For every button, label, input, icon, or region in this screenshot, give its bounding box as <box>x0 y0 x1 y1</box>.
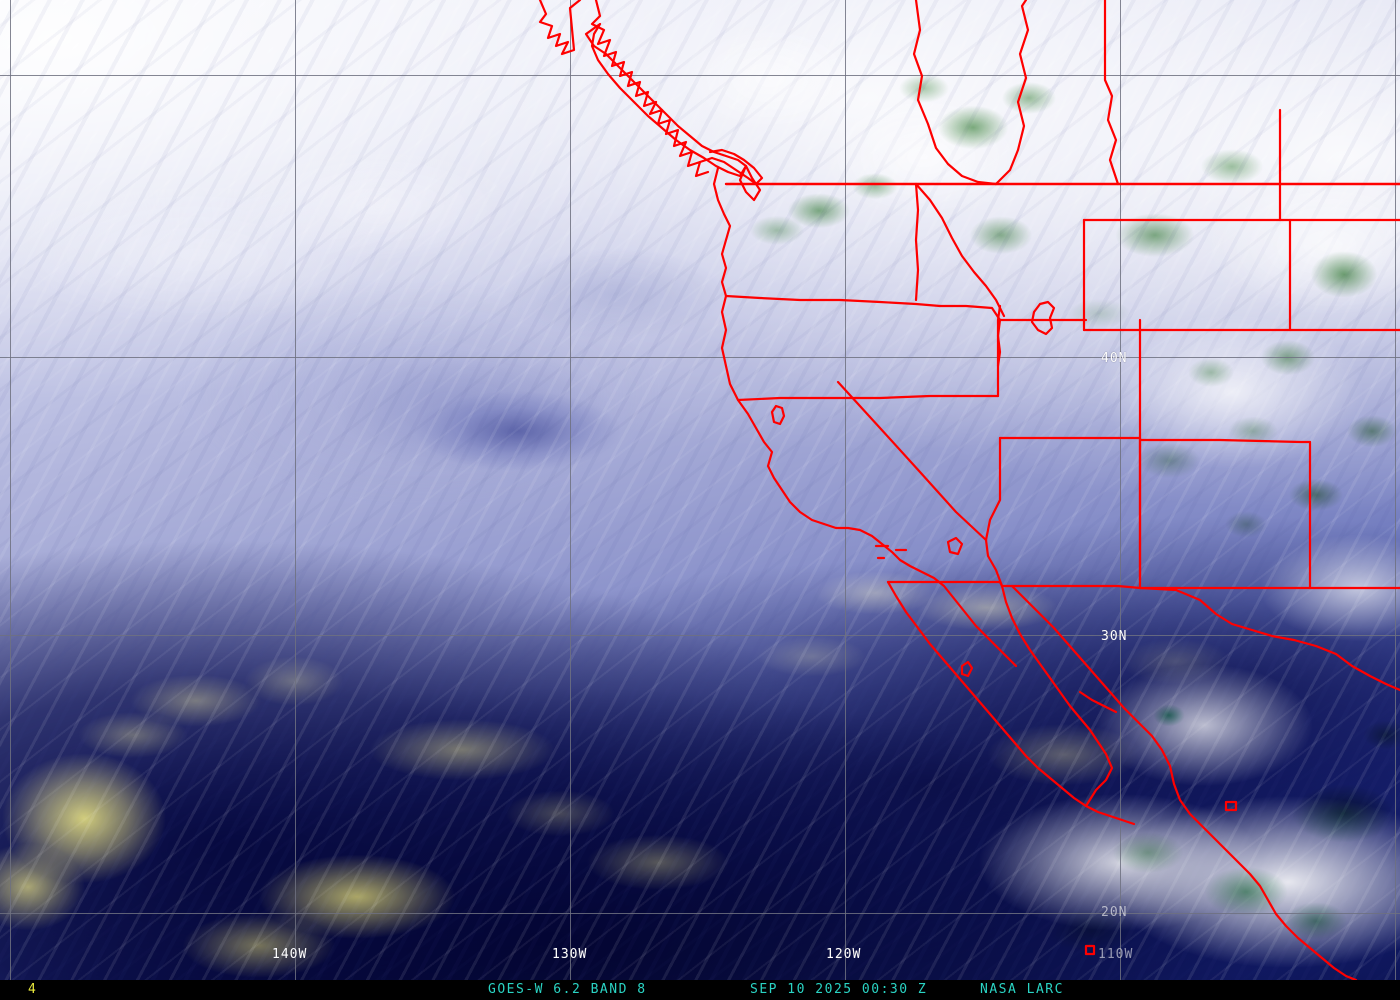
salton-sea <box>946 536 964 556</box>
border-nv-ca-north <box>996 304 1002 398</box>
border-nv-az <box>984 436 1002 542</box>
islas-marias <box>1224 800 1238 812</box>
data-source-label: NASA LARC <box>980 982 1064 997</box>
canada-interior-boundary <box>912 0 998 186</box>
border-ca-az <box>984 538 1004 588</box>
coastline-us-west <box>720 294 1018 668</box>
gulf-of-california-mainland <box>1010 584 1358 980</box>
mexico-mainland-coast <box>1084 804 1136 826</box>
border-us-mexico-az-nm <box>1000 584 1142 590</box>
vancouver-island <box>584 22 748 178</box>
border-wa-id <box>914 182 920 302</box>
lat-label-40n: 40N <box>1101 351 1128 366</box>
lat-label-20n: 20N <box>1101 905 1128 920</box>
baja-california-east-coast <box>1000 584 1114 808</box>
border-ca-nv-diag <box>836 380 988 542</box>
lon-label-140w: 140W <box>272 947 308 962</box>
coastline-bc-inlets <box>590 0 658 108</box>
lon-label-110w: 110W <box>1098 947 1134 962</box>
frame-number-label: 4 <box>28 982 38 997</box>
border-id-mt <box>914 182 1006 318</box>
olympic-peninsula-coast <box>712 166 732 298</box>
lon-label-130w: 130W <box>552 947 588 962</box>
coastline-bc-mainland <box>648 100 710 178</box>
border-wa-or <box>724 294 942 308</box>
baja-california-west-coast <box>886 580 1088 808</box>
timestamp-label: SEP 10 2025 00:30 Z <box>750 982 928 997</box>
border-or-ca <box>736 394 1000 402</box>
border-or-id <box>938 304 1002 368</box>
status-bar: 4 GOES-W 6.2 BAND 8 SEP 10 2025 00:30 Z … <box>0 980 1400 1000</box>
border-canada-east-extension <box>1103 0 1120 186</box>
isla-cedros <box>960 660 974 678</box>
puget-sound <box>738 164 762 202</box>
lat-label-30n: 30N <box>1101 629 1128 644</box>
satellite-band-label: GOES-W 6.2 BAND 8 <box>488 982 647 997</box>
isla-socorro <box>1084 944 1096 956</box>
mexico-interior-state-line <box>1078 690 1118 714</box>
border-us-mexico-ca-az <box>886 580 1004 588</box>
channel-islands <box>874 544 908 560</box>
border-us-mexico-nm-tx <box>1138 586 1400 692</box>
canada-rockies-line <box>994 0 1030 186</box>
lon-label-120w: 120W <box>826 947 862 962</box>
great-salt-lake <box>1030 300 1056 336</box>
strait-of-georgia <box>698 148 764 186</box>
border-co-nm <box>1138 438 1312 444</box>
coastline-british-columbia <box>538 0 582 56</box>
lake-tahoe <box>770 404 786 426</box>
